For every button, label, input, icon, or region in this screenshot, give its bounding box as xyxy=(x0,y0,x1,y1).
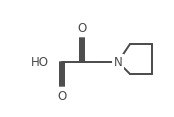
Text: N: N xyxy=(114,55,122,68)
Text: O: O xyxy=(57,90,67,102)
Text: O: O xyxy=(77,22,87,35)
Text: HO: HO xyxy=(31,55,49,68)
